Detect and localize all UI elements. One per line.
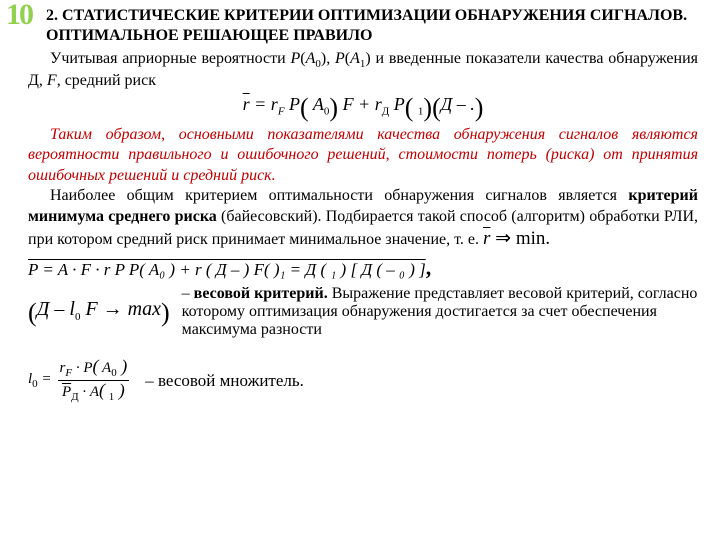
slide-number: 10	[6, 0, 32, 30]
paren-close: )	[475, 95, 484, 121]
paren-open: (	[300, 95, 309, 121]
text: Наиболее общим критерием оптимальности о…	[50, 187, 628, 204]
sub: Д	[71, 391, 79, 403]
weight-factor-row: l0 = rF · P( A0 ) PД · A( 1 ) – весовой …	[28, 357, 698, 403]
text: , средний риск	[57, 72, 156, 89]
formula-max: (Д – l0 F → max)	[28, 298, 170, 326]
text: Д – l	[37, 298, 75, 320]
paren-close: )	[117, 356, 128, 376]
text: F → max	[80, 298, 161, 320]
text: =	[38, 371, 52, 387]
summary-paragraph: Таким образом, основными показателями ка…	[28, 125, 698, 186]
text: F + r	[338, 94, 382, 114]
text: P	[285, 94, 301, 114]
paren-open: (	[28, 300, 37, 326]
slide-page: 10 2. СТАТИСТИЧЕСКИЕ КРИТЕРИИ ОПТИМИЗАЦИ…	[0, 0, 720, 540]
fraction-numerator: rF · P( A0 )	[58, 357, 130, 381]
formula-text: P = A · F · r P P( A₀ ) + r ( Д – ) F( )…	[28, 260, 426, 279]
weight-criterion-text: – весовой критерий. Выражение представля…	[182, 285, 698, 339]
var-F: F	[47, 72, 57, 89]
var-r-bar: r	[243, 94, 250, 114]
paren-close: )	[161, 300, 170, 326]
fraction: rF · P( A0 ) PД · A( 1 )	[56, 357, 132, 403]
text: A	[309, 94, 324, 114]
paren-close: )	[114, 380, 125, 400]
formula-expanded: P = A · F · r P P( A₀ ) + r ( Д – ) F( )…	[28, 255, 698, 281]
text: · P	[72, 360, 92, 376]
text: P	[389, 94, 405, 114]
paren-open: (	[432, 95, 441, 121]
formula-risk: r = rF P( A0 ) F + rД P( 1 )(Д – . )	[28, 94, 698, 121]
text: =	[250, 94, 271, 114]
var-A: А	[350, 50, 360, 67]
var-A: А	[306, 50, 316, 67]
text: –	[182, 285, 194, 302]
text: P	[62, 384, 71, 400]
text: ),	[321, 50, 335, 67]
text: Д	[441, 94, 452, 114]
criterion-paragraph: Наиболее общим критерием оптимальности о…	[28, 186, 698, 251]
var-P: Р	[290, 50, 300, 67]
var-P: Р	[335, 50, 345, 67]
text: A	[99, 360, 112, 376]
section-heading: 2. СТАТИСТИЧЕСКИЕ КРИТЕРИИ ОПТИМИЗАЦИИ О…	[46, 6, 698, 47]
var-r: r	[271, 94, 278, 114]
paren-close: )	[423, 95, 432, 121]
formula-l0: l0 = rF · P( A0 ) PД · A( 1 )	[28, 357, 131, 403]
fraction-denominator: PД · A( 1 )	[58, 381, 130, 404]
bold-term: весовой критерий.	[194, 285, 328, 302]
text: Учитывая априорные вероятности	[50, 50, 290, 67]
paren-close: )	[329, 95, 338, 121]
text: ,	[426, 255, 432, 280]
arrow-min: ⇒ min.	[490, 228, 550, 249]
weight-criterion-row: (Д – l0 F → max) – весовой критерий. Выр…	[28, 285, 698, 339]
text: – .	[452, 94, 475, 114]
text: · A	[79, 384, 99, 400]
intro-paragraph: Учитывая априорные вероятности Р(А0), Р(…	[28, 49, 698, 92]
weight-factor-text: – весовой множитель.	[145, 370, 304, 392]
sub: F	[278, 105, 285, 117]
